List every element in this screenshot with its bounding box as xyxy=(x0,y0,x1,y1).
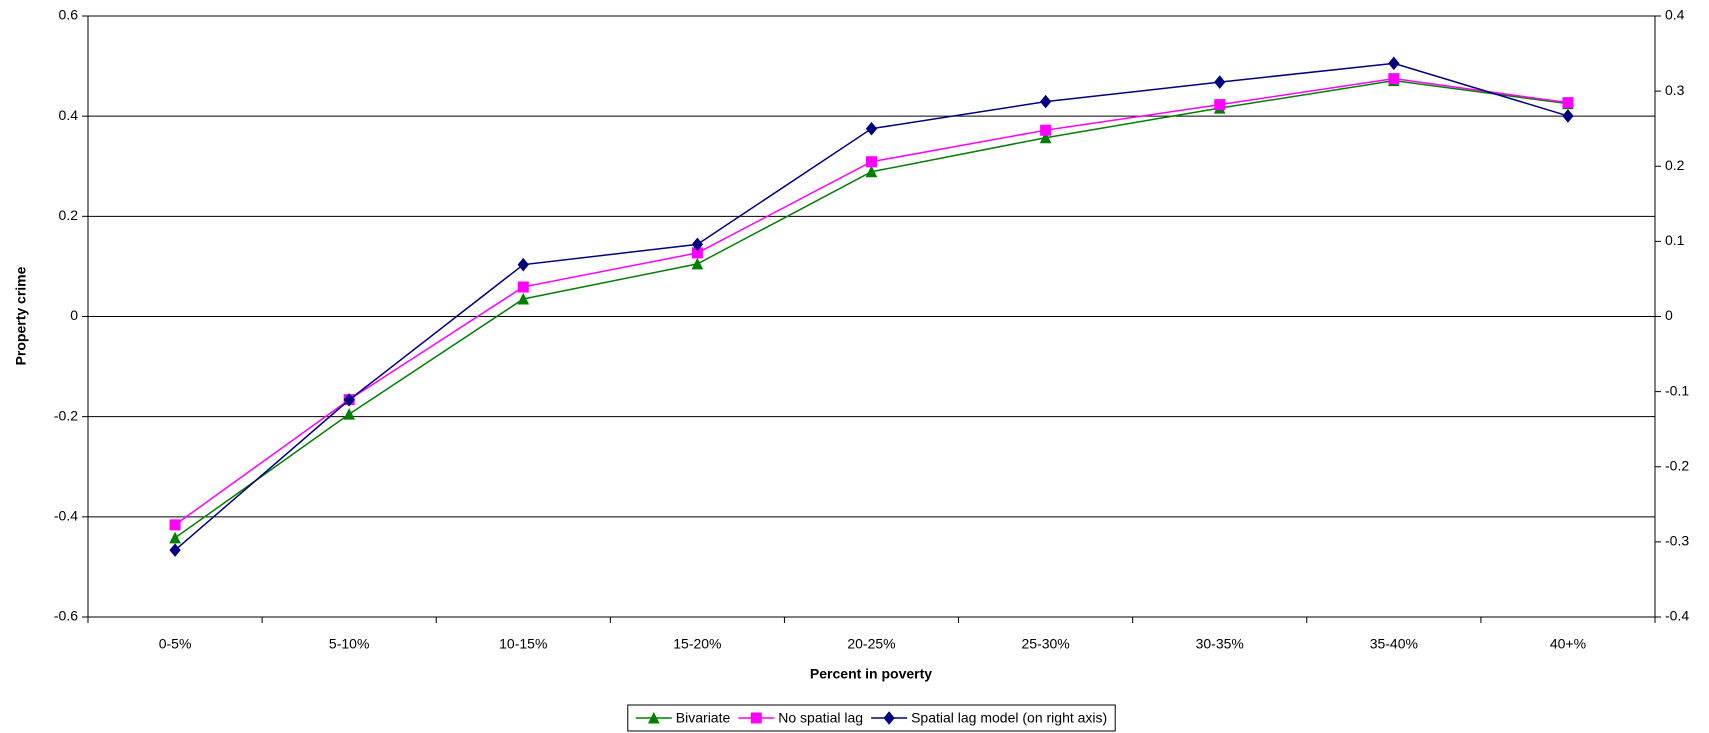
data-point xyxy=(865,121,878,136)
x-tick-label: 5-10% xyxy=(329,636,369,652)
data-point xyxy=(343,393,355,407)
legend-marker xyxy=(750,712,762,724)
y-tick-label: 0 xyxy=(70,307,78,323)
x-tick-label: 25-30% xyxy=(1021,636,1069,652)
data-point xyxy=(1562,97,1574,109)
legend-label: Spatial lag model (on right axis) xyxy=(911,710,1107,726)
legend: Bivariate No spatial lag Spatial lag model… xyxy=(635,710,1107,726)
legend-marker xyxy=(883,711,895,725)
legend-box xyxy=(627,704,1116,732)
data-point xyxy=(1040,124,1052,136)
y-tick-label: 0.6 xyxy=(59,7,79,23)
data-point xyxy=(865,165,878,178)
x-tick-label: 15-20% xyxy=(673,636,721,652)
data-point xyxy=(1214,99,1226,111)
data-point xyxy=(169,543,181,557)
x-tick-label: 35-40% xyxy=(1370,636,1418,652)
data-point xyxy=(517,281,529,293)
data-point xyxy=(691,257,704,270)
y2-tick-label: -0.2 xyxy=(1665,457,1689,473)
data-point xyxy=(517,292,530,305)
legend-item: Bivariate xyxy=(635,710,731,726)
data-point xyxy=(169,519,181,531)
x-tick-label: 10-15% xyxy=(499,636,547,652)
series-line xyxy=(174,79,1569,539)
legend-marker xyxy=(647,711,660,724)
data-point xyxy=(1039,94,1052,109)
data-point xyxy=(691,237,704,252)
y-tick-label: -0.4 xyxy=(54,508,78,524)
x-axis-label: Percent in poverty xyxy=(810,666,932,682)
series-line xyxy=(174,62,1569,551)
y2-tick-label: 0.4 xyxy=(1665,7,1685,23)
data-point xyxy=(866,156,877,168)
series-line xyxy=(174,77,1569,526)
y-tick-label: -0.2 xyxy=(54,407,78,423)
data-point xyxy=(343,408,355,420)
y2-tick-label: -0.1 xyxy=(1665,382,1689,398)
legend-label: Bivariate xyxy=(676,710,731,726)
y2-tick-label: 0.1 xyxy=(1665,232,1685,248)
data-point xyxy=(1388,56,1400,71)
x-tick-label: 40+% xyxy=(1550,636,1586,652)
y2-tick-label: -0.4 xyxy=(1665,608,1689,624)
x-tick-label: 20-25% xyxy=(847,636,895,652)
data-point xyxy=(169,531,181,544)
x-tick-label: 30-35% xyxy=(1196,636,1244,652)
plot-frame xyxy=(87,15,1656,618)
data-point xyxy=(1562,109,1574,123)
data-point xyxy=(1388,73,1400,85)
data-point xyxy=(1214,75,1226,89)
y2-tick-label: -0.3 xyxy=(1665,533,1689,549)
y-tick-label: 0.4 xyxy=(59,107,79,123)
y-tick-label: -0.6 xyxy=(54,608,78,624)
x-tick-label: 0-5% xyxy=(159,636,192,652)
data-point xyxy=(1039,131,1052,144)
y-axis-label: Property crime xyxy=(13,266,29,365)
data-point xyxy=(517,257,529,272)
legend-item: No spatial lag xyxy=(738,710,863,726)
y2-tick-label: 0.2 xyxy=(1665,157,1685,173)
y2-tick-label: 0 xyxy=(1665,307,1673,323)
legend-item: Spatial lag model (on right axis) xyxy=(871,710,1107,726)
y-tick-label: 0.2 xyxy=(59,207,79,223)
legend-label: No spatial lag xyxy=(778,710,863,726)
y2-tick-label: 0.3 xyxy=(1665,82,1685,98)
